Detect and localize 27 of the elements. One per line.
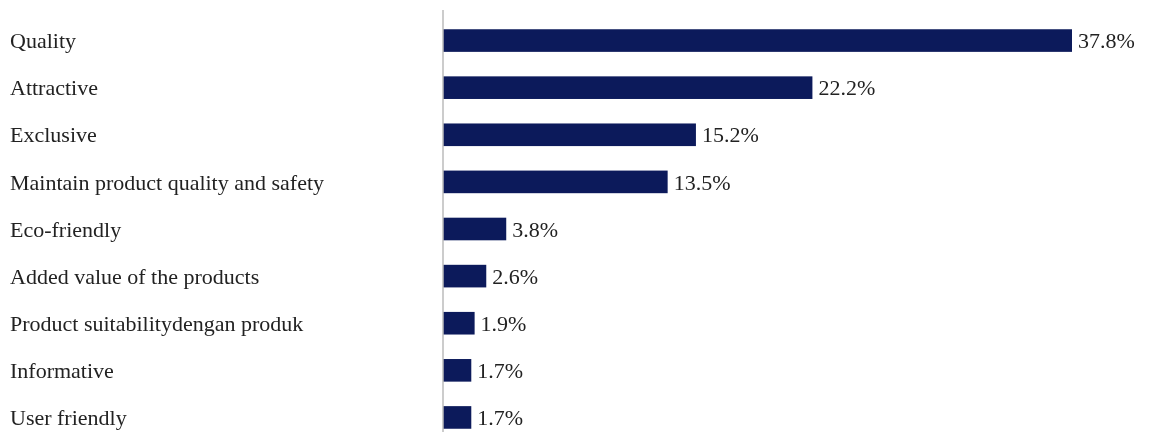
data-label: 1.7% (477, 405, 524, 431)
bar (443, 311, 475, 335)
y-tick-label: Exclusive (10, 122, 97, 148)
bar (443, 359, 472, 382)
y-tick-label: Eco-friendly (10, 216, 122, 242)
y-tick-label: User friendly (10, 405, 127, 431)
data-label: 37.8% (1078, 28, 1135, 54)
data-label: 15.2% (701, 122, 759, 148)
bar (443, 264, 487, 288)
data-label: 1.9% (480, 310, 527, 336)
data-label: 22.2% (818, 75, 876, 101)
y-tick-label: Quality (10, 28, 76, 54)
bar (443, 217, 507, 241)
y-tick-label: Product suitabilitydengan produk (10, 310, 304, 336)
data-label: 2.6% (492, 263, 539, 289)
data-label: 3.8% (512, 216, 559, 242)
bar (443, 123, 696, 147)
y-tick-label: Maintain product quality and safety (10, 169, 325, 195)
y-tick-label: Informative (10, 358, 114, 384)
bar (443, 406, 472, 429)
data-label: 1.7% (477, 358, 524, 384)
bar (443, 29, 1072, 52)
bar (443, 170, 668, 194)
y-tick-label: Added value of the products (10, 263, 260, 289)
y-tick-label: Attractive (10, 75, 98, 101)
data-label: 13.5% (673, 169, 731, 195)
bar (443, 76, 813, 99)
